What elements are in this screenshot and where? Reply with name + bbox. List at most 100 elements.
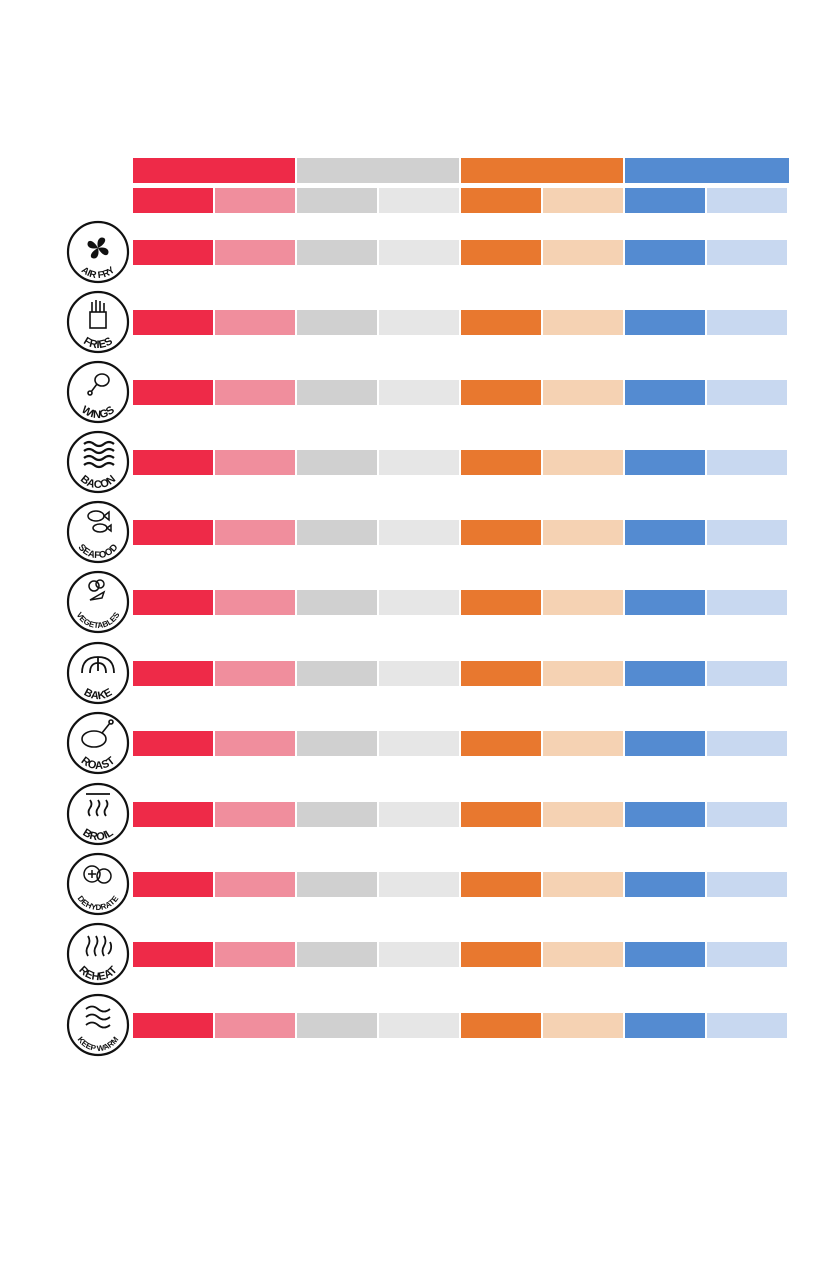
table-cell	[297, 661, 377, 686]
table-cell	[215, 942, 295, 967]
table-cell	[461, 661, 541, 686]
table-cell	[461, 310, 541, 335]
table-cell	[215, 872, 295, 897]
table-cell	[215, 380, 295, 405]
keep-warm-icon: KEEP WARM	[66, 993, 130, 1057]
table-cell	[461, 802, 541, 827]
table-row	[133, 380, 789, 405]
table-cell	[215, 1013, 295, 1038]
table-cell	[461, 872, 541, 897]
table-cell	[543, 942, 623, 967]
table-cell	[543, 310, 623, 335]
table-cell	[379, 731, 459, 756]
table-cell	[625, 310, 705, 335]
subheader-cell	[461, 188, 541, 213]
table-cell	[215, 240, 295, 265]
table-cell	[543, 450, 623, 475]
fan-icon: AIR FRY	[66, 220, 130, 284]
table-row	[133, 661, 789, 686]
table-cell	[707, 942, 787, 967]
header-blue	[625, 158, 789, 183]
table-cell	[297, 802, 377, 827]
table-cell	[297, 1013, 377, 1038]
svg-text:SEAFOOD: SEAFOOD	[76, 542, 121, 561]
subheader-cell	[133, 188, 213, 213]
table-cell	[379, 661, 459, 686]
fries-icon: FRIES	[66, 290, 130, 354]
table-cell	[543, 802, 623, 827]
table-cell	[133, 942, 213, 967]
table-cell	[625, 731, 705, 756]
table-cell	[297, 310, 377, 335]
table-cell	[297, 380, 377, 405]
croissant-icon: BAKE	[66, 641, 130, 705]
table-cell	[707, 310, 787, 335]
table-cell	[215, 802, 295, 827]
function-label: SEAFOOD	[76, 542, 121, 561]
table-cell	[625, 380, 705, 405]
table-cell	[379, 310, 459, 335]
table-cell	[707, 450, 787, 475]
dried-fruit-icon: DEHYDRATE	[66, 852, 130, 916]
table-cell	[379, 380, 459, 405]
broil-heat-icon: BROIL	[66, 782, 130, 846]
table-cell	[461, 731, 541, 756]
table-cell	[379, 520, 459, 545]
table-cell	[133, 1013, 213, 1038]
table-cell	[379, 240, 459, 265]
table-cell	[379, 1013, 459, 1038]
fish-icon: SEAFOOD	[66, 500, 130, 564]
table-row	[133, 590, 789, 615]
table-cell	[215, 661, 295, 686]
table-row	[133, 802, 789, 827]
table-cell	[215, 731, 295, 756]
header-orange	[461, 158, 623, 183]
subheader-cell	[297, 188, 377, 213]
table-cell	[215, 520, 295, 545]
table-cell	[707, 661, 787, 686]
function-label: WINGS	[79, 404, 117, 421]
table-cell	[543, 661, 623, 686]
svg-text:BROIL: BROIL	[81, 827, 116, 844]
table-cell	[707, 380, 787, 405]
table-cell	[707, 240, 787, 265]
reheat-icon: REHEAT	[66, 922, 130, 986]
table-cell	[133, 661, 213, 686]
bacon-icon: BACON	[66, 430, 130, 494]
table-cell	[461, 240, 541, 265]
table-cell	[543, 1013, 623, 1038]
table-cell	[297, 942, 377, 967]
table-cell	[461, 1013, 541, 1038]
table-cell	[707, 802, 787, 827]
table-cell	[379, 802, 459, 827]
table-cell	[461, 520, 541, 545]
function-label: BACON	[78, 473, 118, 491]
table-cell	[133, 590, 213, 615]
table-cell	[379, 590, 459, 615]
function-label: ROAST	[79, 755, 118, 773]
table-cell	[707, 520, 787, 545]
table-cell	[625, 240, 705, 265]
table-cell	[379, 942, 459, 967]
subheader-cell	[215, 188, 295, 213]
function-label: BROIL	[81, 827, 116, 844]
svg-text:BACON: BACON	[78, 473, 118, 491]
table-cell	[133, 802, 213, 827]
table-cell	[707, 872, 787, 897]
column-subheader	[133, 188, 789, 213]
table-cell	[625, 942, 705, 967]
table-cell	[133, 520, 213, 545]
svg-text:WINGS: WINGS	[79, 404, 117, 421]
table-cell	[297, 590, 377, 615]
header-red	[133, 158, 295, 183]
table-cell	[297, 731, 377, 756]
subheader-cell	[625, 188, 705, 213]
table-cell	[461, 380, 541, 405]
table-row	[133, 1013, 789, 1038]
table-cell	[297, 450, 377, 475]
table-cell	[461, 590, 541, 615]
table-cell	[215, 310, 295, 335]
table-cell	[543, 731, 623, 756]
vegetables-icon: VEGETABLES	[66, 570, 130, 634]
table-cell	[461, 450, 541, 475]
